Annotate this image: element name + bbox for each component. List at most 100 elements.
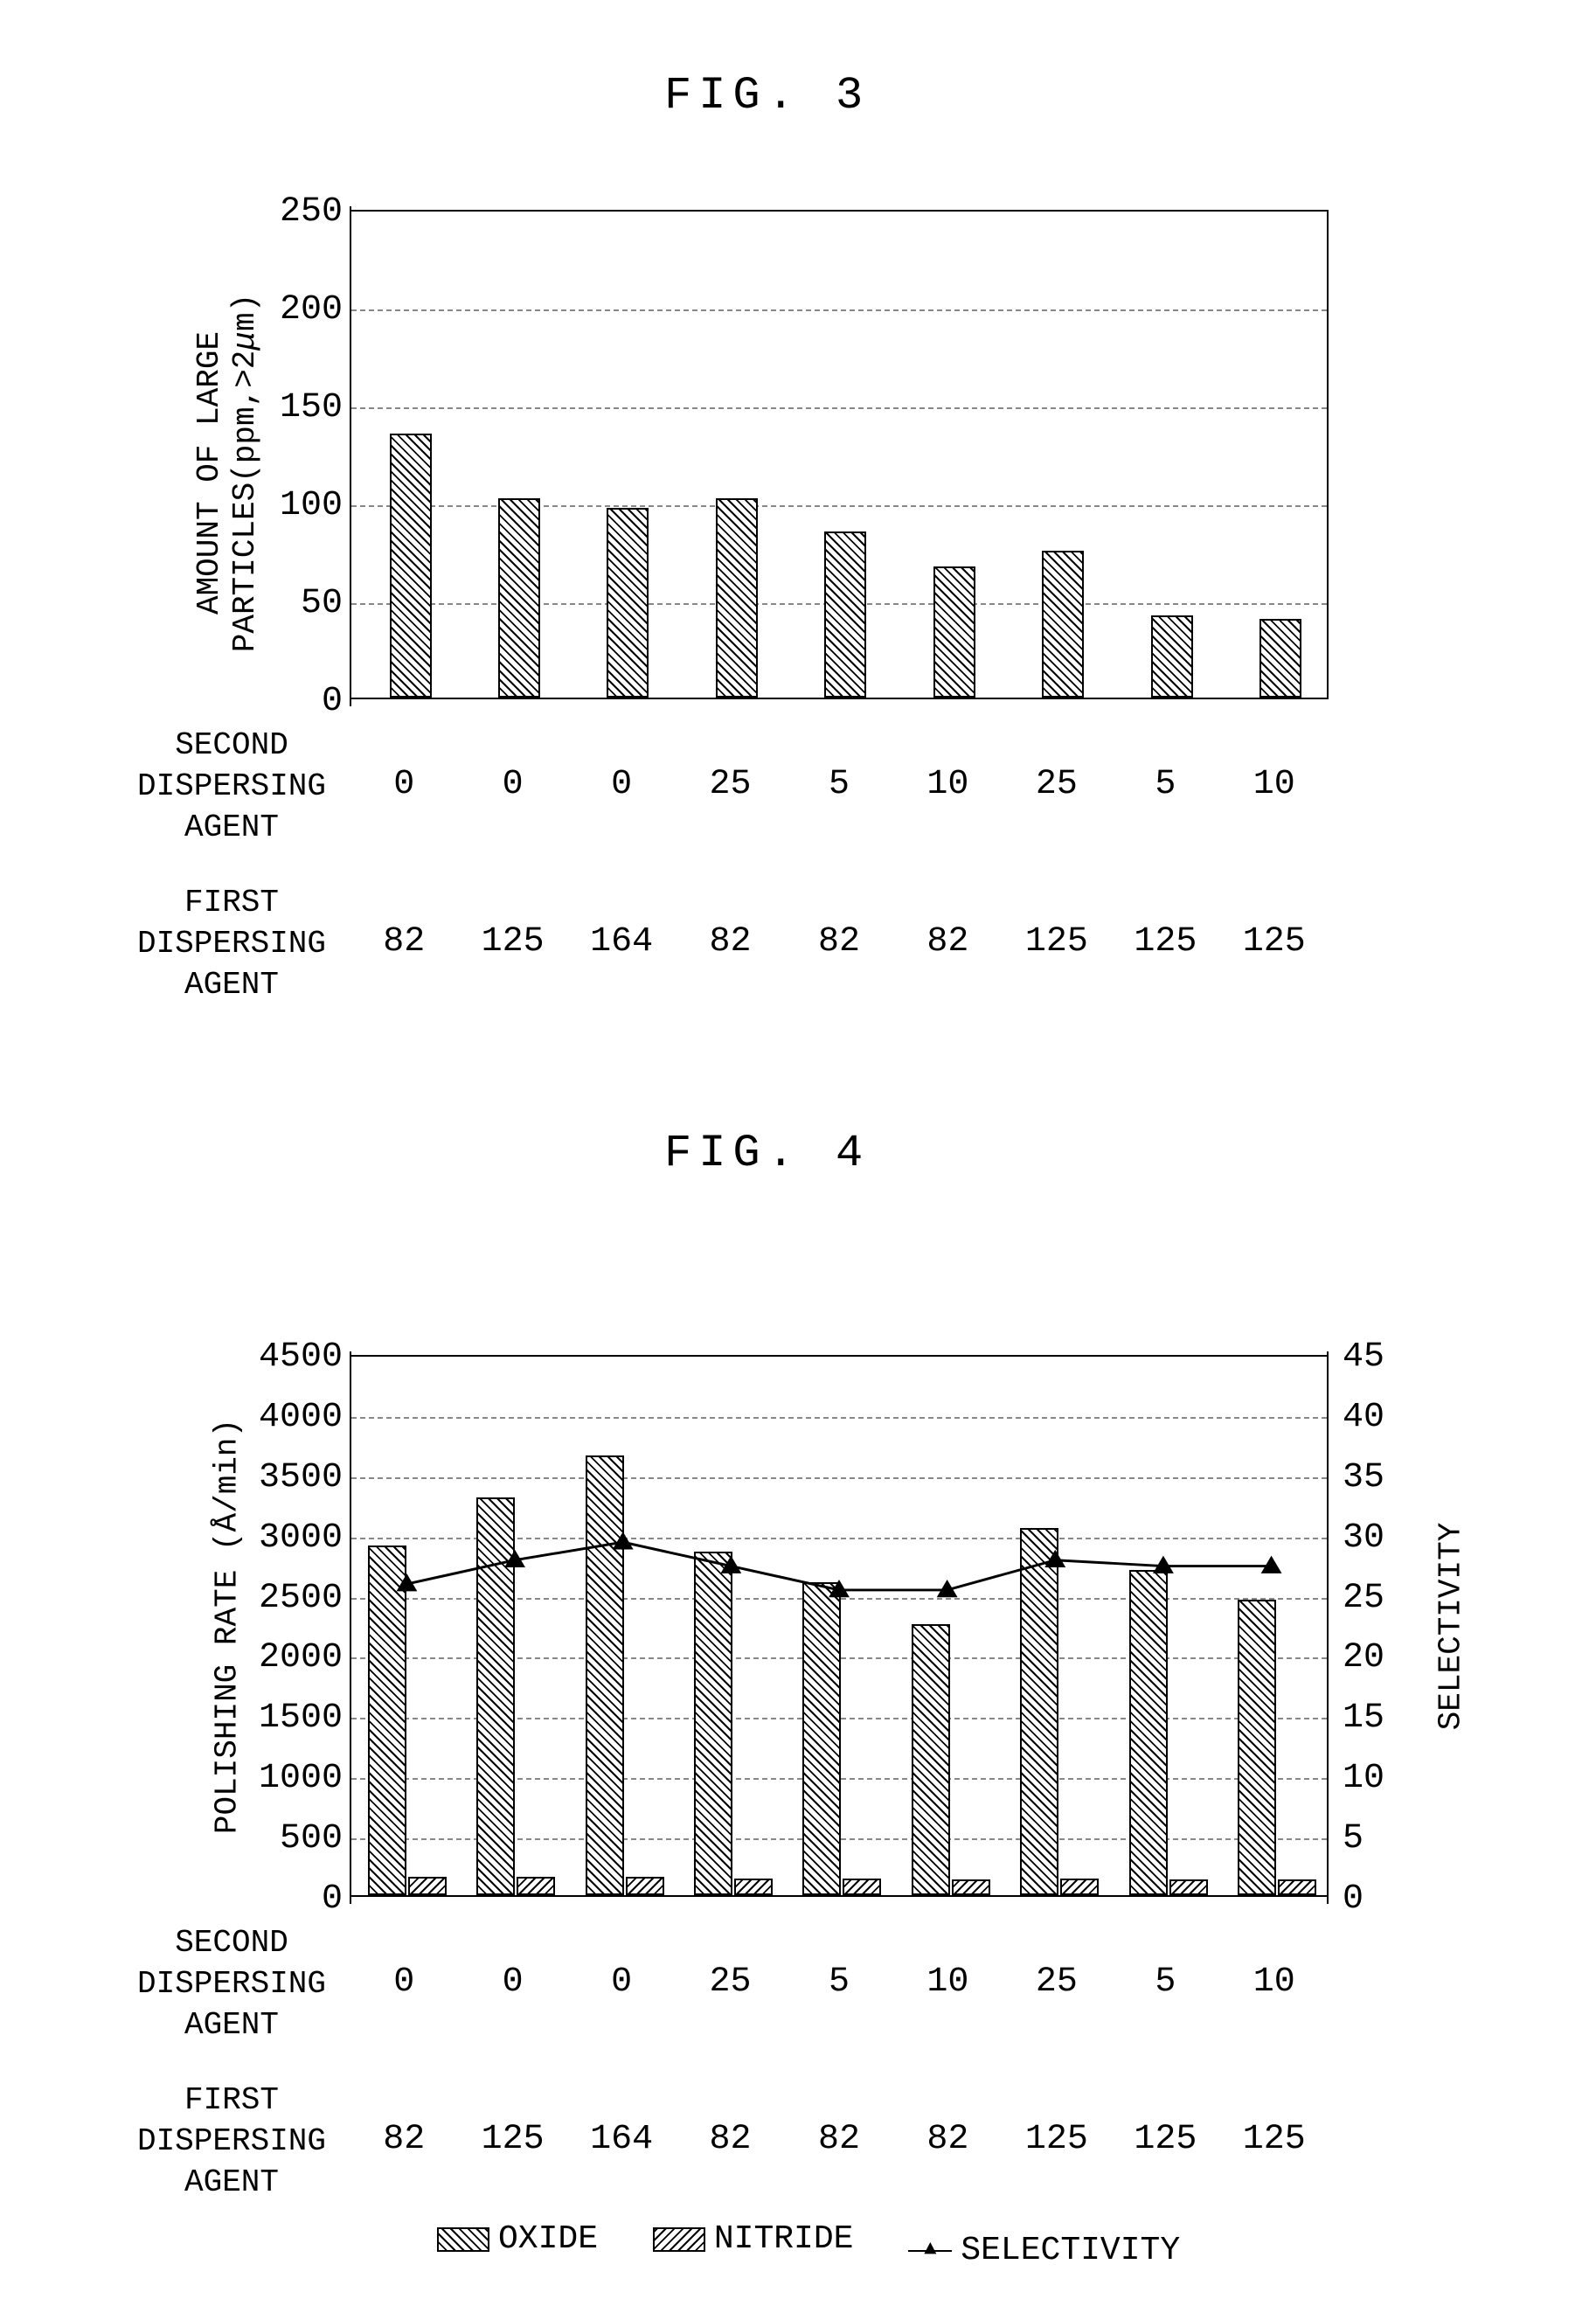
y2-tick-label: 15 — [1343, 1698, 1412, 1738]
y2-tick-label: 0 — [1343, 1879, 1412, 1919]
y-tick-mark — [350, 1833, 351, 1844]
fig4-x-first-val: 164 — [567, 2120, 676, 2159]
fig3-x-first-val: 164 — [567, 922, 676, 962]
fig4-y2label: SELECTIVITY — [1433, 1452, 1469, 1802]
y2-tick-mark — [1327, 1472, 1329, 1483]
fig4-oxide-bar — [802, 1582, 841, 1895]
y-tick-label: 50 — [264, 584, 343, 623]
grid-line — [351, 407, 1327, 409]
fig3-bar — [1259, 619, 1301, 698]
fig3-x-second-val: 25 — [1003, 765, 1111, 804]
y-tick-label: 500 — [246, 1819, 343, 1858]
fig4-nitride-bar — [408, 1877, 447, 1895]
fig4-x-second-val: 25 — [1003, 1962, 1111, 2002]
fig4-oxide-bar — [1238, 1600, 1276, 1895]
fig3-bar — [933, 566, 975, 698]
y-tick-mark — [350, 1652, 351, 1663]
y-tick-label: 1000 — [246, 1759, 343, 1798]
fig4-nitride-bar — [734, 1879, 773, 1895]
fig4-nitride-bar — [952, 1879, 990, 1895]
grid-line — [351, 1477, 1327, 1479]
grid-line — [351, 1417, 1327, 1419]
y-tick-mark — [350, 1351, 351, 1362]
y2-tick-mark — [1327, 1833, 1329, 1844]
fig4-nitride-bar — [843, 1879, 881, 1895]
fig3-x-second-val: 5 — [785, 765, 893, 804]
y-tick-mark — [350, 1893, 351, 1904]
y-tick-label: 4500 — [246, 1337, 343, 1377]
fig3-x-second-val: 0 — [350, 765, 458, 804]
legend-selectivity: SELECTIVITY — [908, 2232, 1180, 2269]
fig4-title: FIG. 4 — [664, 1128, 870, 1179]
fig4-nitride-bar — [1169, 1879, 1208, 1895]
legend-selectivity-label: SELECTIVITY — [961, 2232, 1180, 2269]
y2-tick-mark — [1327, 1412, 1329, 1422]
fig4-oxide-bar — [368, 1545, 406, 1895]
y-tick-mark — [350, 500, 351, 511]
fig3-title: FIG. 3 — [664, 70, 870, 122]
y-tick-mark — [350, 1472, 351, 1483]
fig3-x-first-val: 82 — [893, 922, 1002, 962]
fig3-ylabel-line1: AMOUNT OF LARGE — [191, 331, 227, 615]
y2-tick-mark — [1327, 1351, 1329, 1362]
fig4-chart: 0500100015002000250030003500400045000510… — [350, 1355, 1329, 1897]
fig3-x-first-val: 125 — [458, 922, 566, 962]
y-tick-label: 100 — [264, 486, 343, 525]
fig3-x-first-val: 125 — [1003, 922, 1111, 962]
y-tick-mark — [350, 1712, 351, 1723]
legend-selectivity-marker — [908, 2250, 952, 2252]
fig3-ylabel: AMOUNT OF LARGE PARTICLES(ppm,>2μm) — [191, 228, 263, 718]
y-tick-label: 3500 — [246, 1458, 343, 1497]
fig4-ylabel: POLISHING RATE (Å/min) — [210, 1356, 246, 1898]
y2-tick-label: 5 — [1343, 1819, 1412, 1858]
fig3-x-first-val: 82 — [350, 922, 458, 962]
y-tick-label: 2500 — [246, 1579, 343, 1618]
fig4-nitride-bar — [1278, 1879, 1316, 1895]
y-tick-mark — [350, 304, 351, 315]
y-tick-mark — [350, 598, 351, 608]
fig4-x-first-val: 125 — [1220, 2120, 1329, 2159]
fig3-x-first-val: 125 — [1111, 922, 1219, 962]
fig3-x-second-val: 0 — [567, 765, 676, 804]
y-tick-mark — [350, 1773, 351, 1783]
selectivity-marker — [937, 1580, 958, 1597]
fig3-bar — [498, 498, 540, 698]
y-tick-label: 0 — [264, 682, 343, 721]
legend-nitride: NITRIDE — [653, 2220, 854, 2258]
fig4-x-row1-header: SECONDDISPERSINGAGENT — [131, 1923, 332, 2046]
y-tick-label: 150 — [264, 388, 343, 427]
fig4-x-second-val: 5 — [1111, 1962, 1219, 2002]
y2-tick-label: 20 — [1343, 1638, 1412, 1677]
fig4-oxide-bar — [694, 1552, 732, 1895]
fig3-ylabel-line2: PARTICLES(ppm,>2μm) — [227, 294, 263, 652]
fig4-oxide-bar — [1129, 1570, 1168, 1895]
y-tick-mark — [350, 1412, 351, 1422]
fig3-bar — [607, 508, 649, 698]
fig4-x-second-val: 0 — [458, 1962, 566, 2002]
fig4-oxide-bar — [1020, 1528, 1058, 1895]
fig4-x-second-val: 0 — [350, 1962, 458, 2002]
fig4-x-first-val: 125 — [1111, 2120, 1219, 2159]
fig4-x-first-val: 82 — [785, 2120, 893, 2159]
fig4-x-first-val: 82 — [893, 2120, 1002, 2159]
fig4-oxide-bar — [476, 1497, 515, 1895]
y-tick-mark — [350, 402, 351, 413]
fig3-chart: 050100150200250 — [350, 210, 1329, 699]
fig3-x-second-val: 25 — [676, 765, 784, 804]
legend-oxide-swatch — [437, 2227, 489, 2252]
selectivity-marker — [1261, 1556, 1282, 1573]
fig3-x-row2-header: FIRSTDISPERSINGAGENT — [131, 883, 332, 1005]
y2-tick-label: 10 — [1343, 1759, 1412, 1798]
y-tick-label: 0 — [246, 1879, 343, 1919]
y2-tick-label: 45 — [1343, 1337, 1412, 1377]
y-tick-mark — [350, 696, 351, 706]
fig4-x-first-val: 125 — [458, 2120, 566, 2159]
y2-tick-mark — [1327, 1773, 1329, 1783]
fig3-x-second-val: 10 — [1220, 765, 1329, 804]
fig3-x-second-val: 0 — [458, 765, 566, 804]
fig4-x-second-val: 25 — [676, 1962, 784, 2002]
y-tick-mark — [350, 206, 351, 217]
y2-tick-mark — [1327, 1712, 1329, 1723]
legend-nitride-label: NITRIDE — [714, 2220, 854, 2258]
fig3-bar — [1042, 551, 1084, 698]
